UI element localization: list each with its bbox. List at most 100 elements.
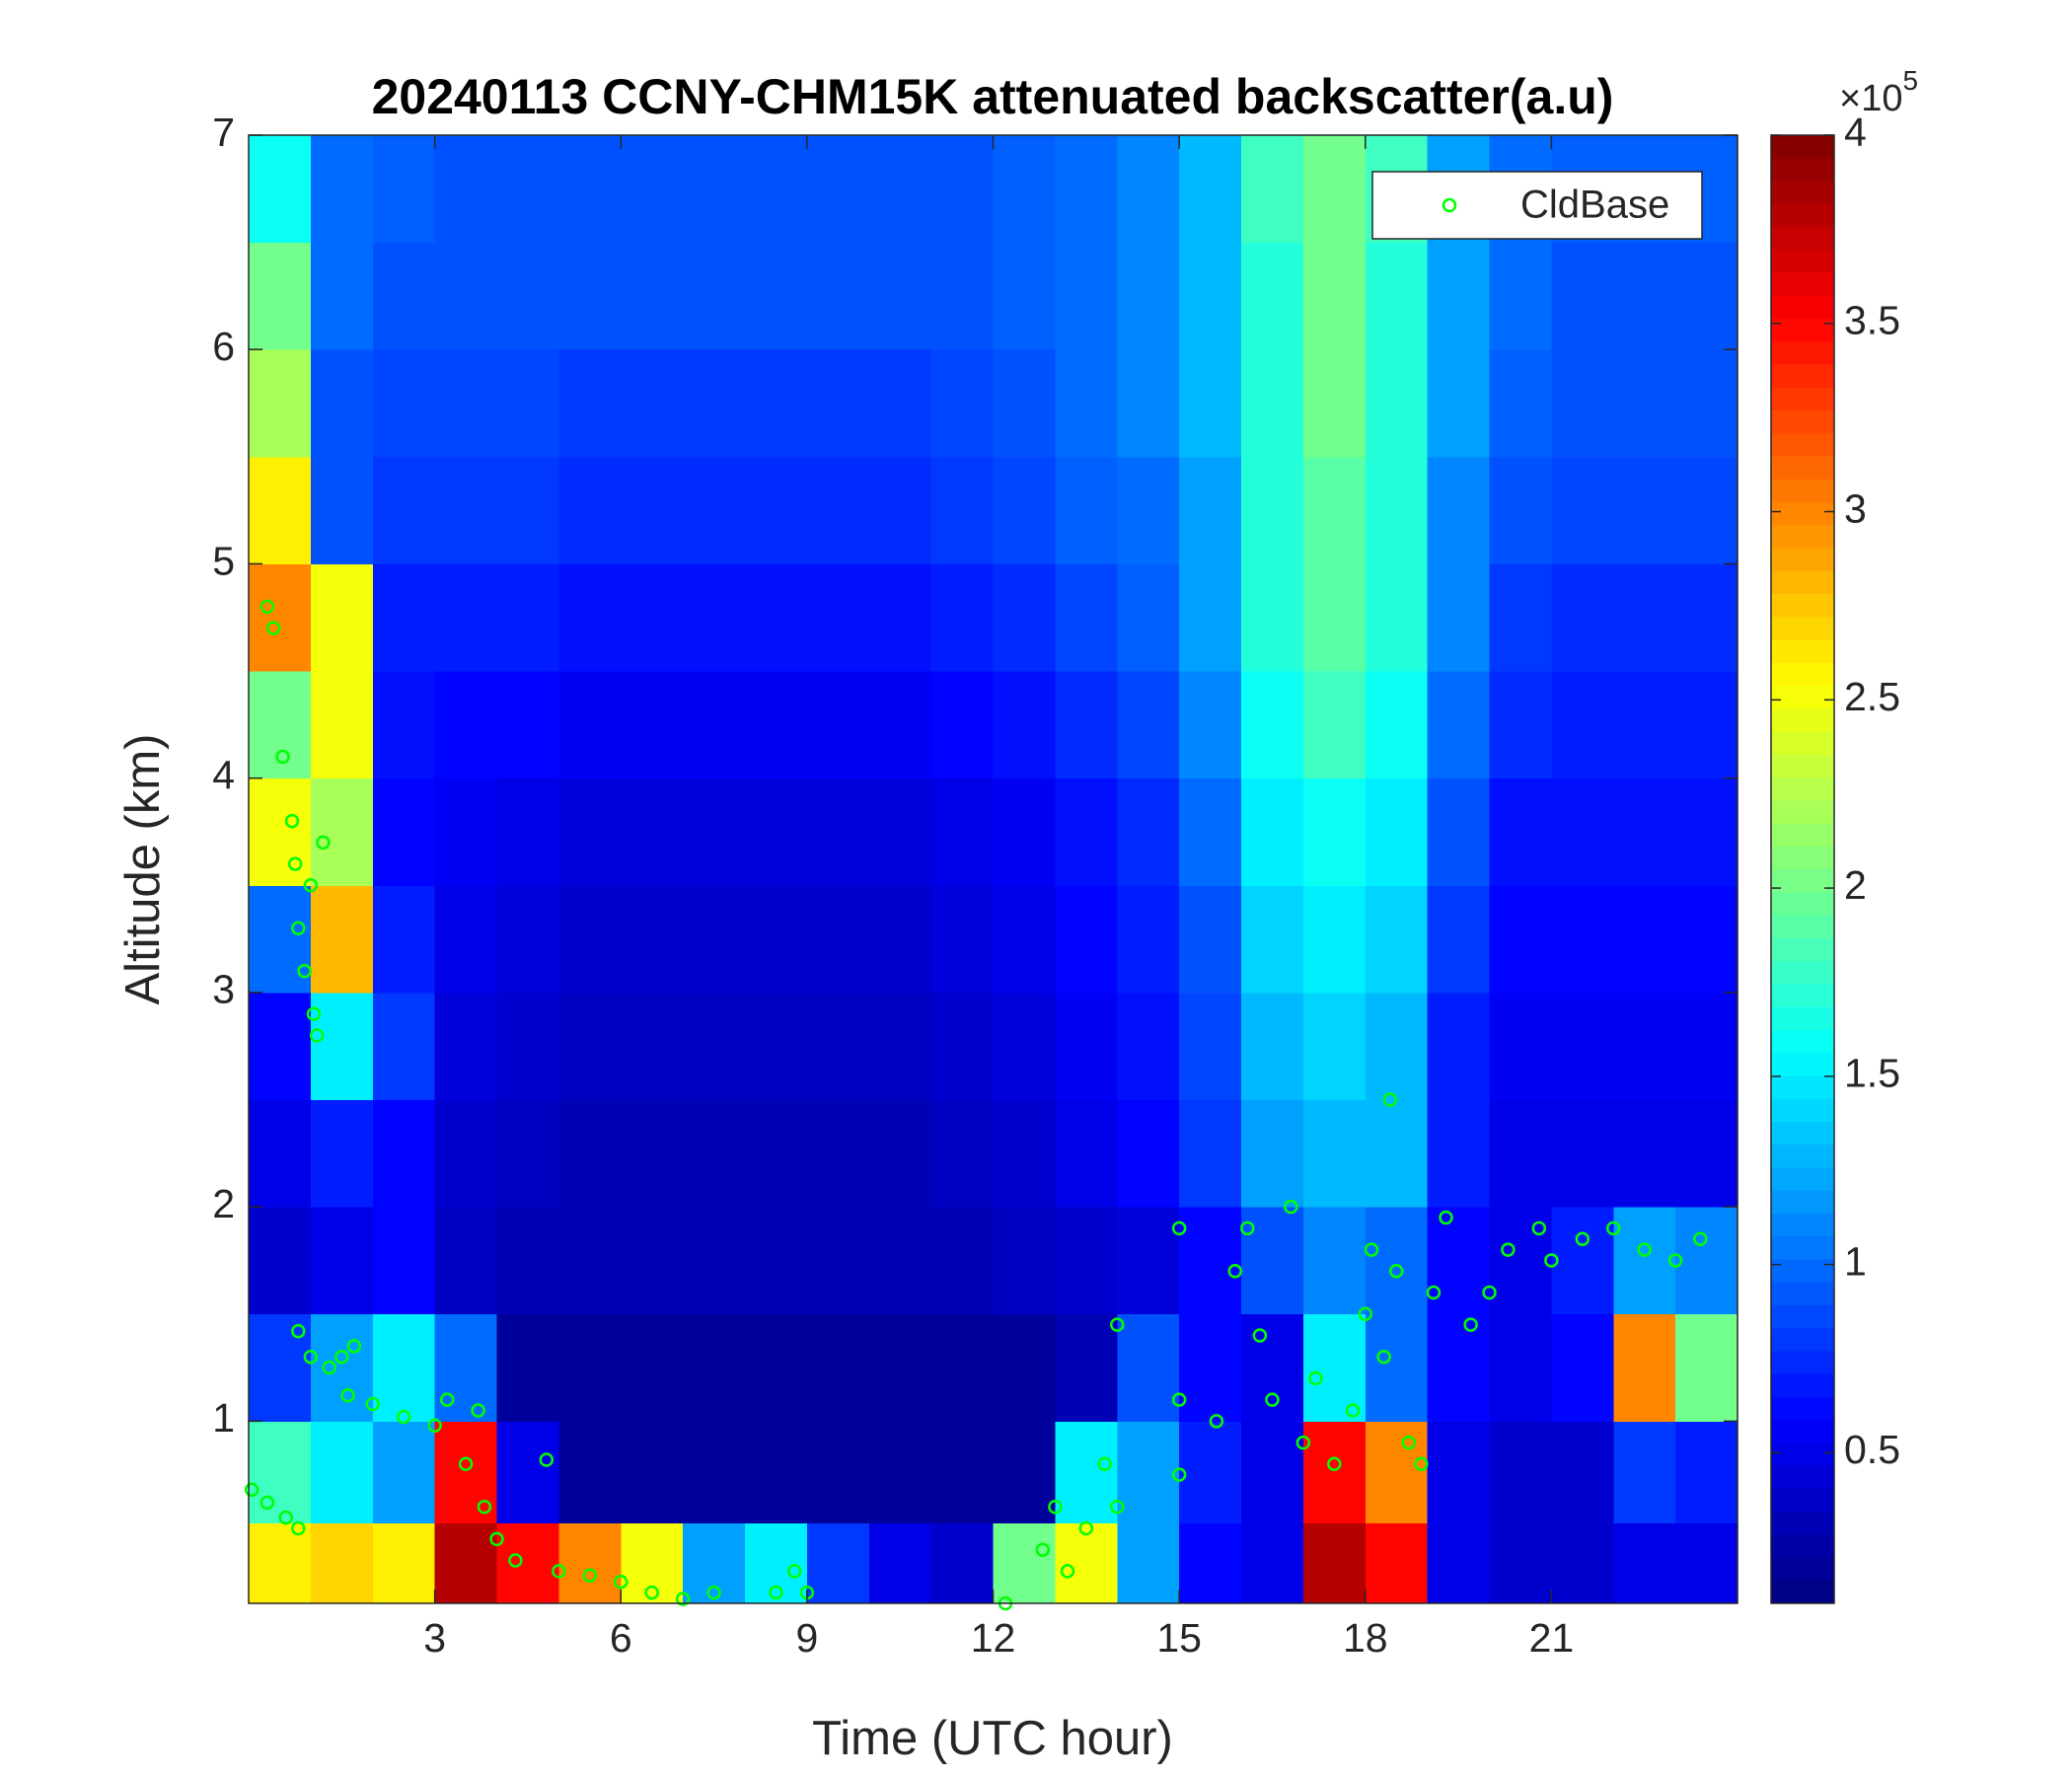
cloud-base-point	[1209, 1414, 1224, 1429]
y-tick-label: 4	[212, 753, 235, 798]
heatmap-cell	[1302, 1313, 1367, 1422]
heatmap-cell	[993, 777, 1056, 886]
cloud-base-point	[1364, 1242, 1379, 1257]
heatmap-cell	[1675, 349, 1739, 458]
colorbar-swatch	[1771, 708, 1834, 732]
colorbar-swatch	[1771, 686, 1834, 709]
cloud-base-point	[1265, 1392, 1280, 1407]
heatmap-cell	[683, 671, 746, 779]
heatmap-cell	[1365, 1099, 1429, 1208]
heatmap-cell	[310, 563, 374, 672]
heatmap-cell	[1489, 1313, 1552, 1422]
heatmap-cell	[1055, 456, 1118, 564]
heatmap-cell	[1302, 135, 1367, 244]
colorbar-swatch	[1771, 1420, 1834, 1443]
colorbar-swatch	[1771, 662, 1834, 687]
cloud-base-point	[1439, 1210, 1453, 1225]
heatmap-cell	[1551, 563, 1614, 672]
heatmap-cell	[1055, 349, 1118, 458]
heatmap-cell	[1117, 1421, 1180, 1524]
cloud-base-point	[287, 856, 303, 871]
colorbar-swatch	[1771, 570, 1834, 595]
heatmap-cell	[683, 1207, 746, 1315]
heatmap-cell	[372, 777, 436, 886]
colorbar-tick-label: 3.5	[1844, 298, 1900, 343]
heatmap-cell	[496, 1313, 559, 1422]
colorbar-tick-label: 0.5	[1844, 1427, 1900, 1472]
cloud-base-point	[1463, 1317, 1478, 1332]
colorbar-tick-label: 4	[1844, 110, 1867, 155]
cloud-base-point	[265, 621, 281, 635]
heatmap-cell	[745, 1421, 808, 1524]
cloud-base-point	[427, 1418, 442, 1433]
heatmap-cell	[930, 1099, 994, 1208]
cloud-base-point	[1110, 1499, 1125, 1515]
heatmap-cell	[1179, 1421, 1242, 1524]
heatmap-cell	[806, 1313, 870, 1422]
heatmap-cell	[1365, 671, 1429, 779]
colorbar-swatch	[1771, 823, 1834, 848]
x-tick-label: 6	[610, 1615, 632, 1661]
cloud-base-point	[1345, 1403, 1361, 1418]
heatmap-cell	[310, 135, 374, 244]
heatmap-cell	[683, 1313, 746, 1422]
cloud-base-point	[1575, 1231, 1591, 1246]
heatmap-cell	[745, 777, 808, 886]
heatmap-cell	[1489, 349, 1552, 458]
heatmap-cell	[249, 1099, 312, 1208]
y-tick-label: 3	[212, 967, 235, 1012]
heatmap-cell	[1427, 1313, 1490, 1422]
heatmap-cell	[558, 1313, 622, 1422]
heatmap-cell	[868, 1313, 932, 1422]
heatmap-cell	[868, 135, 932, 244]
heatmap-cell	[930, 1421, 994, 1524]
heatmap-cell	[558, 1099, 622, 1208]
heatmap-cell	[868, 456, 932, 564]
colorbar-swatch	[1771, 1557, 1834, 1582]
heatmap-cell	[310, 1099, 374, 1208]
cloud-base-point	[1295, 1435, 1311, 1450]
heatmap-cell	[1365, 1421, 1429, 1524]
heatmap-cell	[496, 135, 559, 244]
colorbar-swatch	[1771, 846, 1834, 870]
heatmap-cell	[1117, 242, 1180, 350]
colorbar-swatch	[1771, 1465, 1834, 1490]
heatmap-cell	[1241, 992, 1304, 1101]
heatmap-cell	[496, 992, 559, 1101]
heatmap-cell	[868, 1207, 932, 1315]
heatmap-cell	[1302, 349, 1367, 458]
heatmap-cell	[806, 992, 870, 1101]
heatmap-cell	[621, 456, 684, 564]
heatmap-cell	[993, 992, 1056, 1101]
cloud-base-point	[297, 963, 312, 979]
cloud-base-point	[1110, 1317, 1125, 1332]
heatmap-cell	[1427, 992, 1490, 1101]
colorbar-tick-label: 2	[1844, 862, 1867, 908]
heatmap-cell	[1489, 885, 1552, 994]
heatmap-cell	[1365, 777, 1429, 886]
heatmap-cell	[1302, 1421, 1367, 1524]
y-tick-label: 6	[212, 324, 235, 369]
cloud-base-point	[1382, 1092, 1398, 1107]
heatmap-cell	[1117, 1522, 1180, 1604]
cloud-base-point	[706, 1585, 721, 1600]
cloud-base-point	[769, 1585, 783, 1600]
x-tick-label: 18	[1343, 1615, 1388, 1661]
heatmap-cell	[1179, 242, 1242, 350]
colorbar-swatch	[1771, 1443, 1834, 1466]
heatmap-cell	[1675, 992, 1739, 1101]
heatmap-cell	[249, 456, 312, 564]
heatmap-cell	[621, 242, 684, 350]
cloud-base-point	[1097, 1456, 1112, 1472]
heatmap-cell	[868, 242, 932, 350]
heatmap-cell	[496, 1421, 559, 1524]
heatmap-cell	[310, 885, 374, 994]
heatmap-cell	[1241, 349, 1304, 458]
heatmap-cell	[745, 1313, 808, 1422]
heatmap-cell	[1613, 456, 1676, 564]
heatmap-cell	[434, 1207, 497, 1315]
cloud-base-point	[396, 1409, 411, 1425]
heatmap-cell	[1551, 777, 1614, 886]
heatmap-cell	[993, 135, 1056, 244]
heatmap-cell	[868, 671, 932, 779]
